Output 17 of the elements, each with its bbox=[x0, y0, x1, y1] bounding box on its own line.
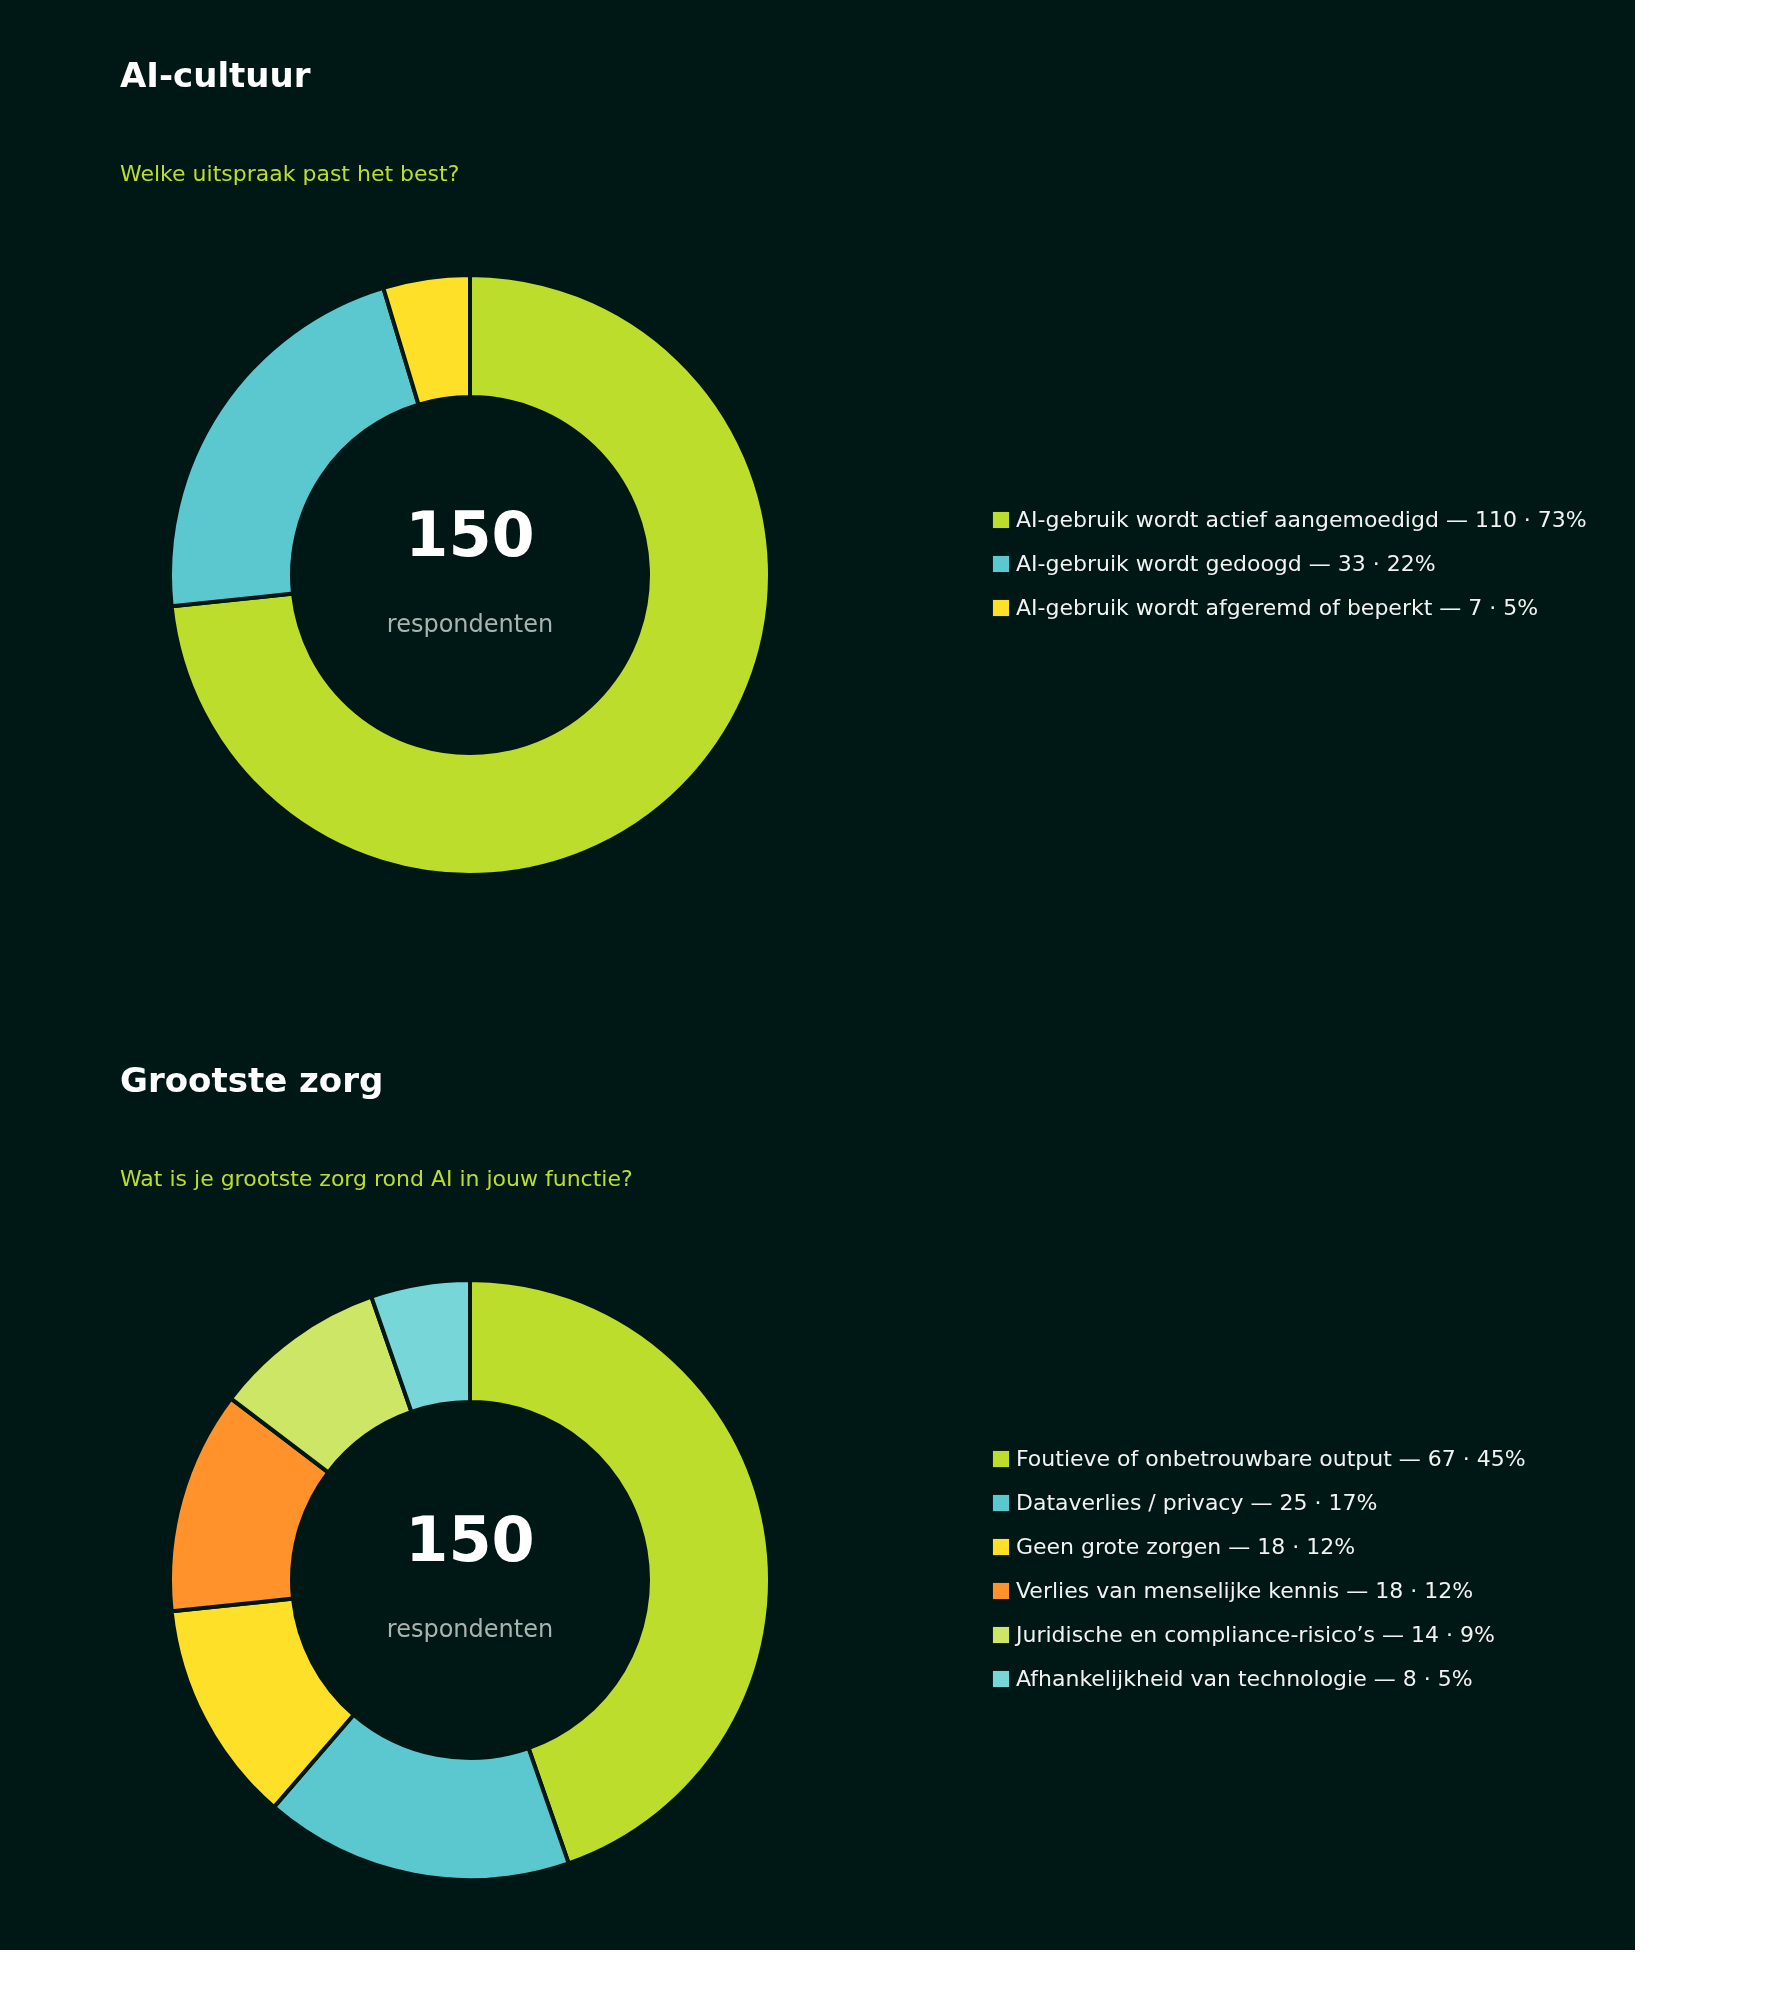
chart-subtitle: Wat is je grootste zorg rond AI in jouw functie? bbox=[120, 1166, 633, 1191]
legend-label: Juridische en compliance-risico’s — 14 · 9% bbox=[1014, 1622, 1495, 1647]
legend-label: AI-gebruik wordt afgeremd of beperkt — 7 · 5% bbox=[1016, 595, 1539, 620]
legend-label: AI-gebruik wordt gedoogd — 33 · 22% bbox=[1016, 551, 1436, 576]
text: respondenten bbox=[386, 610, 554, 638]
legend-label: AI-gebruik wordt actief aangemoedigd — 110 · 73% bbox=[1016, 507, 1587, 532]
legend-label: Verlies van menselijke kennis — 18 · 12% bbox=[1016, 1578, 1474, 1603]
chart-subtitle: Welke uitspraak past het best? bbox=[120, 161, 460, 186]
legend-label: Dataverlies / privacy — 25 · 17% bbox=[1016, 1490, 1378, 1515]
text: 150 bbox=[405, 498, 535, 571]
chart-title: Grootste zorg bbox=[120, 1060, 384, 1100]
chart-title: AI-cultuur bbox=[120, 55, 311, 95]
legend-label: Afhankelijkheid van technologie — 8 · 5% bbox=[1016, 1666, 1473, 1691]
text: 150 bbox=[405, 1503, 535, 1576]
legend-label: Foutieve of onbetrouwbare output — 67 · 45% bbox=[1016, 1446, 1526, 1471]
text: respondenten bbox=[386, 1615, 554, 1643]
legend-label: Geen grote zorgen — 18 · 12% bbox=[1016, 1534, 1356, 1559]
